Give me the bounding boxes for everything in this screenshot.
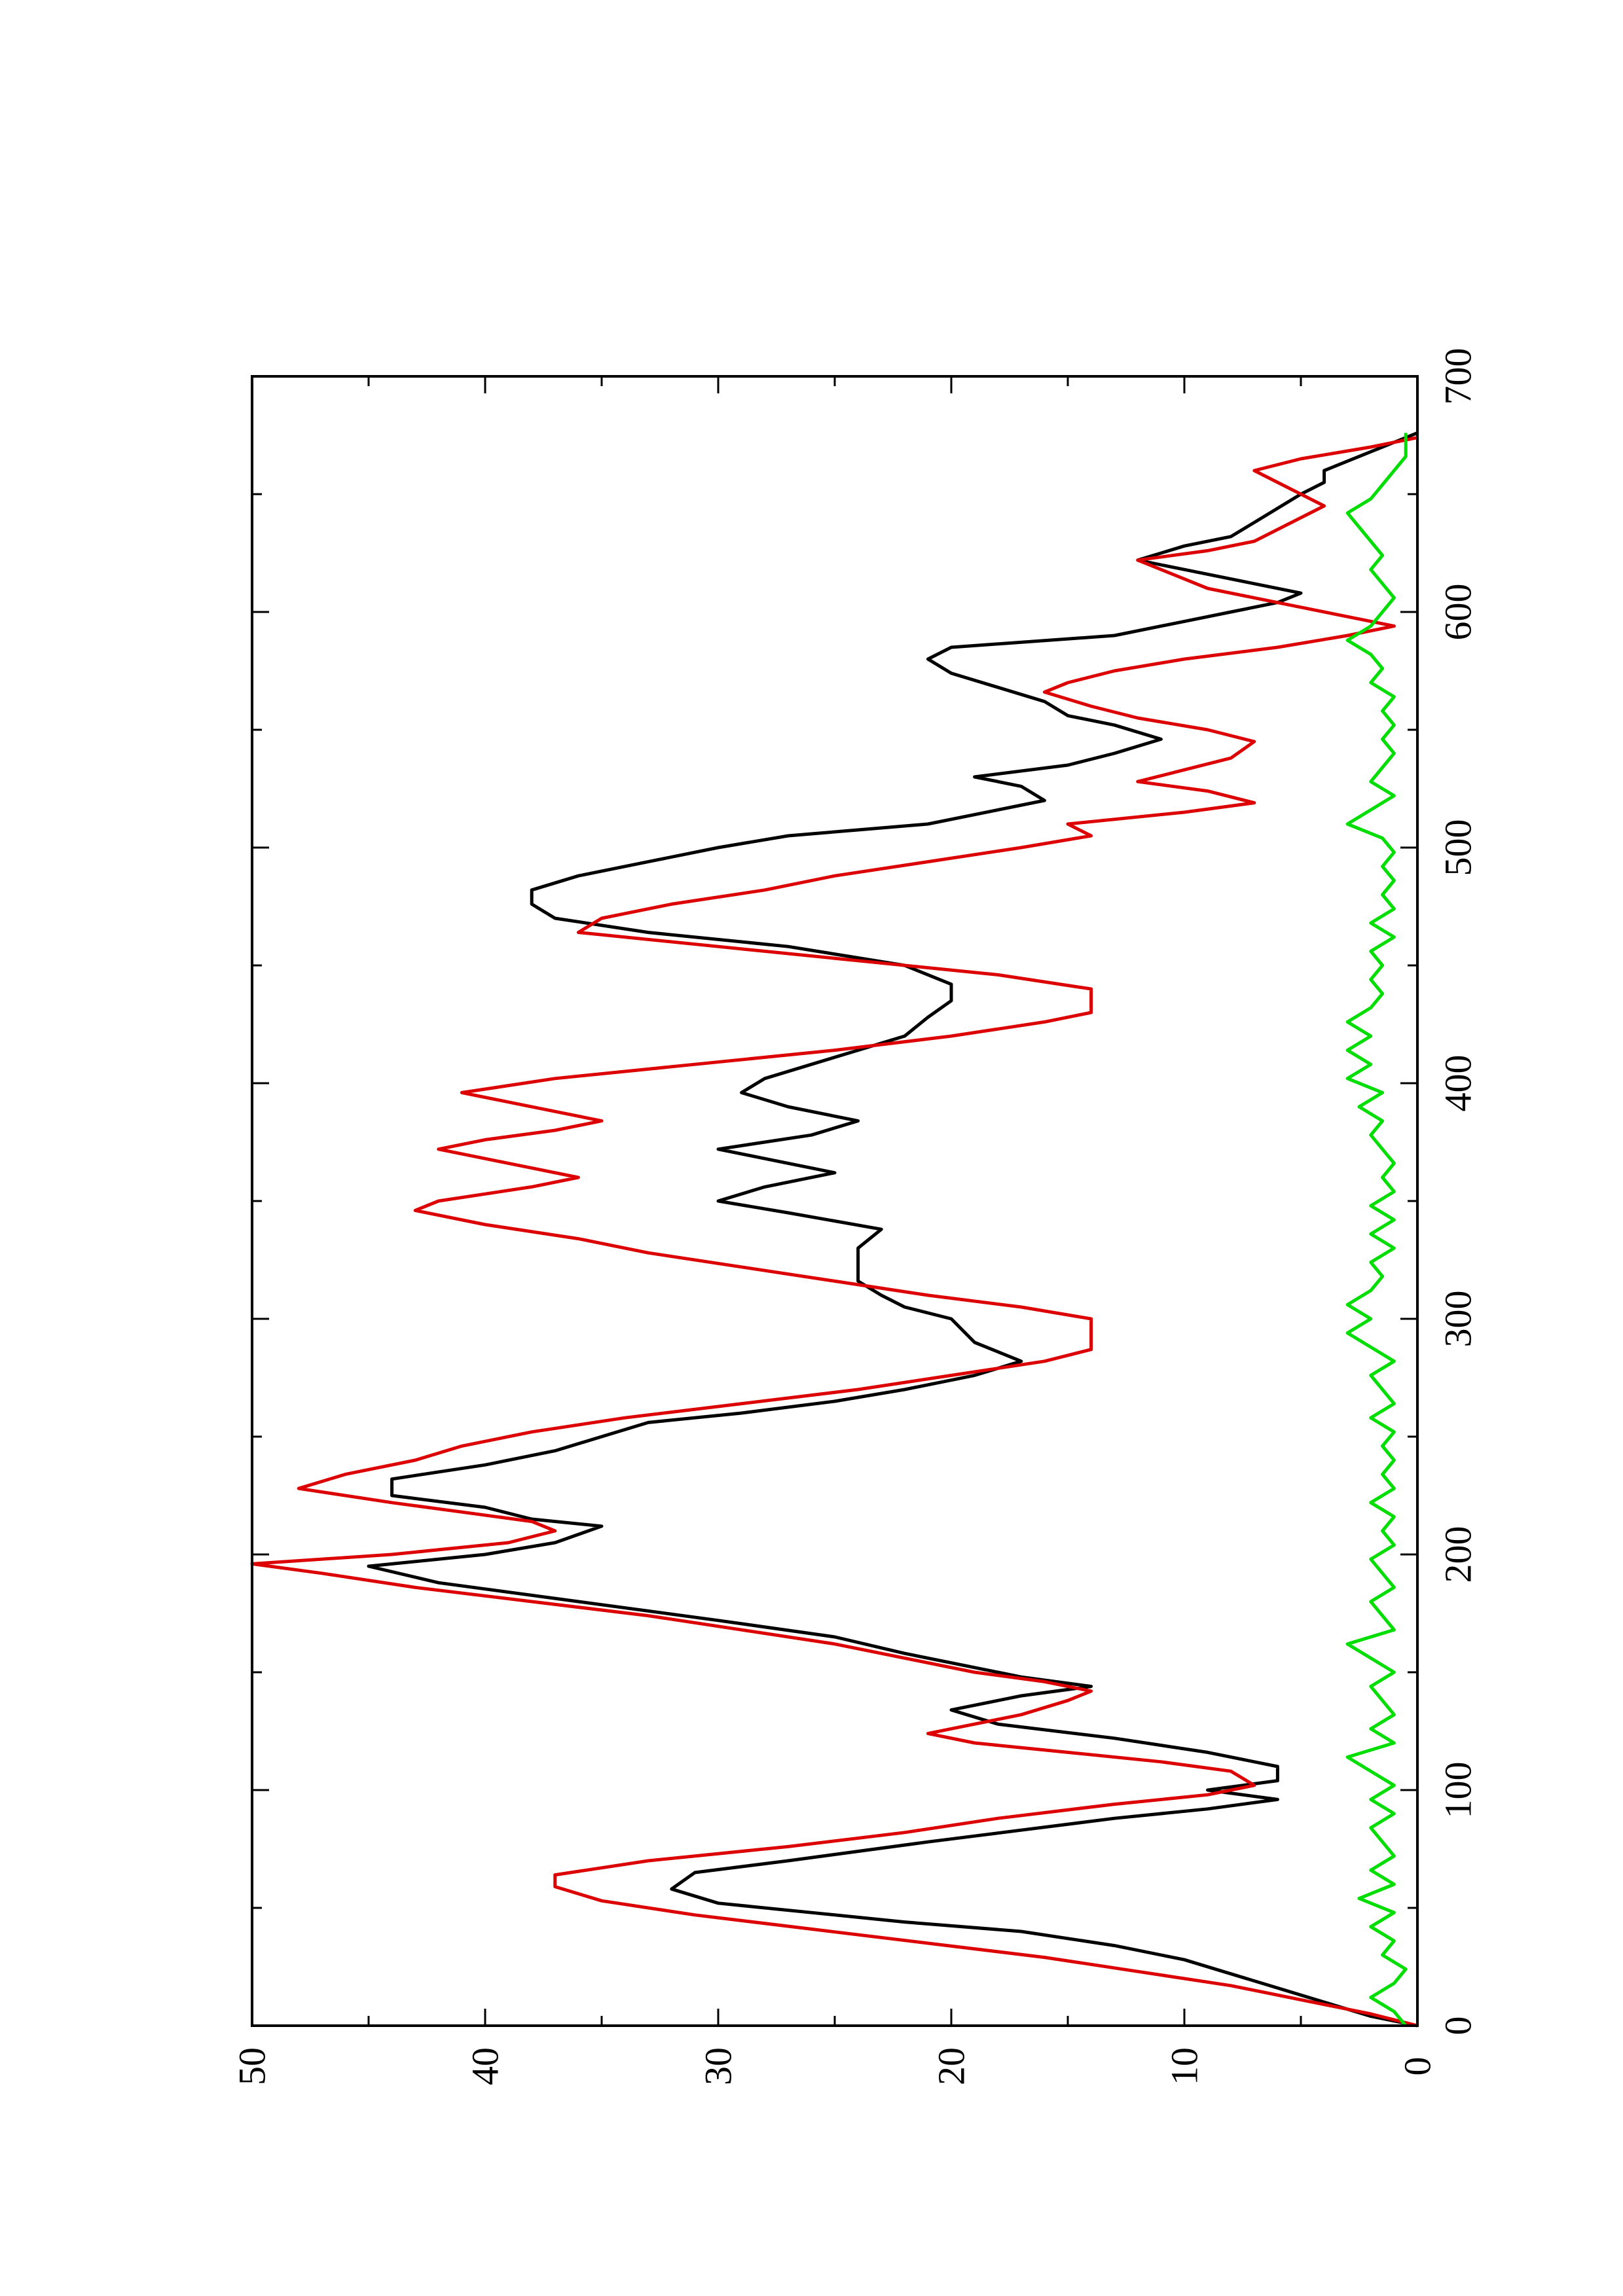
x-tick-label: 700 <box>1437 348 1480 405</box>
y-tick-label: 40 <box>464 2047 507 2085</box>
y-tick-label: 50 <box>231 2047 274 2085</box>
x-tick-label: 100 <box>1437 1762 1480 1819</box>
x-tick-label: 200 <box>1437 1526 1480 1583</box>
series-line-3 <box>1345 433 1408 2027</box>
x-tick-label: 0 <box>1437 2017 1480 2036</box>
series-line-1 <box>367 431 1418 2028</box>
x-tick-label: 600 <box>1437 584 1480 641</box>
y-tick-label: 10 <box>1163 2047 1206 2085</box>
x-tick-label: 400 <box>1437 1055 1480 1112</box>
plot-frame <box>251 375 1419 2027</box>
series-line-2 <box>250 436 1418 2028</box>
x-tick-label: 300 <box>1437 1291 1480 1348</box>
series-layer <box>250 431 1418 2028</box>
labels-layer: 0 100 200 300 400 500 600 700 0 10 20 30 40 50 <box>231 348 1480 2086</box>
y-tick-label: 0 <box>1396 2057 1439 2076</box>
y-tick-label: 30 <box>697 2047 740 2085</box>
y-tick-label: 20 <box>930 2047 973 2085</box>
x-tick-label: 500 <box>1437 819 1480 876</box>
